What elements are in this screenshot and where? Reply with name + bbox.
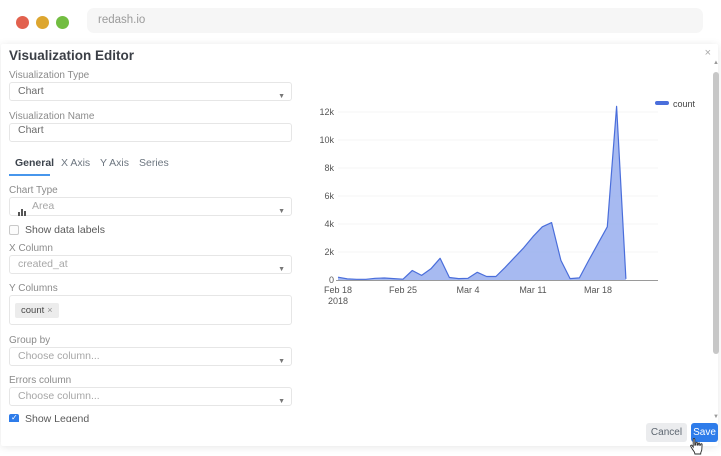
scrollbar[interactable]: ▲ ▼ bbox=[712, 60, 720, 420]
chevron-down-icon: ▼ bbox=[278, 208, 285, 215]
address-bar[interactable]: redash.io bbox=[87, 8, 703, 33]
svg-text:12k: 12k bbox=[319, 107, 334, 117]
x-column-select[interactable]: created_at ▼ bbox=[9, 255, 292, 274]
settings-panel: Visualization Type Chart ▼ Visualization… bbox=[9, 70, 292, 422]
chart-preview: 0 2k 4k 6k 8k 10k 12k Feb 18 2018 Feb 25 Mar 4 Mar … bbox=[308, 88, 712, 320]
area-chart-icon bbox=[18, 199, 28, 216]
svg-text:Feb 18: Feb 18 bbox=[324, 285, 352, 295]
group-by-placeholder: Choose column... bbox=[18, 350, 100, 362]
chart-type-select[interactable]: Area ▼ bbox=[9, 197, 292, 216]
scroll-down-icon[interactable]: ▼ bbox=[713, 414, 719, 420]
visualization-type-value: Chart bbox=[18, 85, 44, 97]
tab-series[interactable]: Series bbox=[139, 157, 169, 169]
page-title: Visualization Editor bbox=[9, 48, 135, 63]
tab-y-axis[interactable]: Y Axis bbox=[100, 157, 129, 169]
svg-text:10k: 10k bbox=[319, 135, 334, 145]
show-data-labels-checkbox[interactable] bbox=[9, 225, 19, 235]
errors-column-label: Errors column bbox=[9, 375, 72, 386]
close-icon[interactable]: × bbox=[704, 47, 711, 59]
svg-text:6k: 6k bbox=[324, 191, 334, 201]
x-column-value: created_at bbox=[18, 258, 68, 270]
remove-tag-icon[interactable]: × bbox=[47, 305, 53, 315]
show-data-labels-label: Show data labels bbox=[25, 224, 105, 236]
y-column-tag-label: count bbox=[21, 305, 45, 316]
chevron-down-icon: ▼ bbox=[278, 358, 285, 365]
chart-type-value: Area bbox=[32, 200, 55, 212]
scroll-up-icon[interactable]: ▲ bbox=[713, 60, 719, 66]
visualization-type-label: Visualization Type bbox=[9, 70, 90, 81]
show-legend-label: Show Legend bbox=[25, 413, 90, 422]
scrollbar-thumb[interactable] bbox=[713, 72, 719, 354]
show-legend-checkbox[interactable] bbox=[9, 413, 19, 422]
active-tab-underline bbox=[9, 174, 50, 176]
editor-tabs: General X Axis Y Axis Series bbox=[9, 157, 292, 177]
window-minimize-button[interactable] bbox=[36, 16, 49, 29]
y-column-tag: count × bbox=[15, 303, 59, 318]
svg-text:2k: 2k bbox=[324, 247, 334, 257]
cancel-button[interactable]: Cancel bbox=[646, 423, 687, 442]
x-column-label: X Column bbox=[9, 243, 53, 254]
tab-general[interactable]: General bbox=[15, 157, 55, 169]
window-maximize-button[interactable] bbox=[56, 16, 69, 29]
svg-text:Feb 25: Feb 25 bbox=[389, 285, 417, 295]
chevron-down-icon: ▼ bbox=[278, 398, 285, 405]
errors-column-placeholder: Choose column... bbox=[18, 390, 100, 402]
visualization-name-label: Visualization Name bbox=[9, 111, 95, 122]
svg-text:Mar 11: Mar 11 bbox=[519, 285, 546, 295]
svg-text:8k: 8k bbox=[324, 163, 334, 173]
chevron-down-icon: ▼ bbox=[278, 266, 285, 273]
y-columns-multiselect[interactable]: count × bbox=[9, 295, 292, 325]
svg-text:count: count bbox=[673, 99, 696, 109]
visualization-name-input[interactable]: Chart bbox=[9, 123, 292, 142]
svg-text:4k: 4k bbox=[324, 219, 334, 229]
window-close-button[interactable] bbox=[16, 16, 29, 29]
group-by-select[interactable]: Choose column... ▼ bbox=[9, 347, 292, 366]
group-by-label: Group by bbox=[9, 335, 51, 346]
browser-bar: redash.io bbox=[0, 0, 721, 38]
svg-text:0: 0 bbox=[329, 275, 334, 285]
modal-footer: Cancel Save bbox=[1, 422, 718, 446]
show-data-labels-row[interactable]: Show data labels bbox=[9, 224, 292, 236]
y-columns-label: Y Columns bbox=[9, 283, 58, 294]
tab-x-axis[interactable]: X Axis bbox=[61, 157, 91, 169]
svg-text:Mar 4: Mar 4 bbox=[456, 285, 479, 295]
chevron-down-icon: ▼ bbox=[278, 93, 285, 100]
save-button[interactable]: Save bbox=[691, 423, 718, 442]
svg-text:2018: 2018 bbox=[328, 296, 348, 306]
visualization-type-select[interactable]: Chart ▼ bbox=[9, 82, 292, 101]
errors-column-select[interactable]: Choose column... ▼ bbox=[9, 387, 292, 406]
svg-text:Mar 18: Mar 18 bbox=[584, 285, 612, 295]
show-legend-row[interactable]: Show Legend bbox=[9, 413, 292, 422]
visualization-editor-modal: Visualization Editor × Visualization Typ… bbox=[1, 44, 718, 446]
chart-type-label: Chart Type bbox=[9, 185, 58, 196]
